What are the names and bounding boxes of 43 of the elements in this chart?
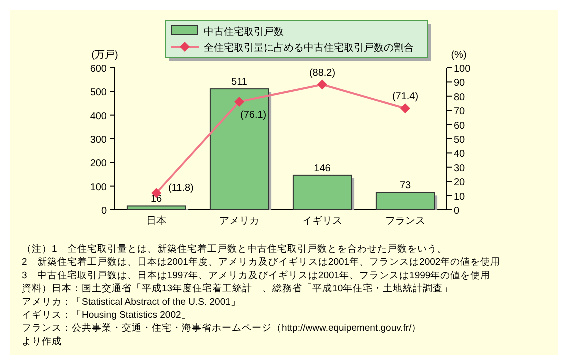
x-tick-label: イギリス <box>302 215 342 227</box>
y2-tick-label: 80 <box>454 92 466 104</box>
text: 2 新築住宅着工戸数は、日本は2001年度、アメリカ及びイギリスは2001年、フランスは2002年の値を使用 <box>22 256 501 268</box>
x-tick-label: 日本 <box>146 215 166 227</box>
text: より作成 <box>22 335 62 348</box>
text: フランス：公共事業・交通・住宅・海事省ホームページ（http://www.equipement.gouv.fr/） <box>22 322 422 334</box>
y2-tick-label: 50 <box>454 135 466 146</box>
text: 資料）日本：国土交通省「平成13年度住宅着工統計」、総務省「平成10年住宅・土地統計調査」 <box>22 282 454 295</box>
bar <box>126 206 186 210</box>
y2-tick-label: 20 <box>454 178 466 189</box>
y-axis-title: (万戸) <box>92 50 118 61</box>
y-tick-label: 400 <box>90 111 108 122</box>
y2-tick-label: 70 <box>454 106 466 118</box>
y-tick-label: 200 <box>90 158 108 170</box>
data-label: (71.4) <box>392 92 419 103</box>
y-tick-label: 300 <box>90 135 108 146</box>
y2-tick-label: 30 <box>454 163 466 174</box>
y2-tick-label: 100 <box>454 64 472 75</box>
text: アメリカ：「Statistical Abstract of the U.S. 2001」 <box>22 296 241 308</box>
text: （注）1 全住宅取引量とは、新築住宅着工戸数と中古住宅取引戸数とを合わせた戸数をいう。 <box>22 243 448 255</box>
text: イギリス：「Housing Statistics 2002」 <box>22 309 192 321</box>
data-label: (76.1) <box>240 110 267 121</box>
x-tick-label: アメリカ <box>220 216 260 227</box>
data-label: 146 <box>314 163 332 174</box>
legend-label: 中古住宅取引戸数 <box>204 26 284 38</box>
data-label: (11.8) <box>168 183 194 194</box>
y-tick-label: 100 <box>90 182 108 194</box>
data-label: 16 <box>150 194 162 206</box>
data-label: (88.2) <box>309 68 336 79</box>
y2-tick-label: 90 <box>454 78 466 90</box>
y2-tick-label: 60 <box>454 120 466 132</box>
data-label: 511 <box>232 77 248 88</box>
text: 3 中古住宅取引戸数は、日本は1997年、アメリカ及びイギリスは2001年、フランスは1999年の値を使用 <box>22 269 491 282</box>
y-tick-label: 0 <box>101 206 108 217</box>
data-label: 73 <box>400 180 412 192</box>
y-tick-label: 600 <box>90 64 108 75</box>
x-tick-label: フランス <box>386 216 426 227</box>
y-tick-label: 500 <box>90 88 108 99</box>
y2-axis-title: (%) <box>451 50 467 61</box>
y2-tick-label: 40 <box>454 149 466 160</box>
y2-tick-label: 0 <box>454 206 460 217</box>
legend-label: 全住宅取引量に占める中古住宅取引戸数の割合 <box>204 42 414 54</box>
y2-tick-label: 10 <box>454 192 466 203</box>
